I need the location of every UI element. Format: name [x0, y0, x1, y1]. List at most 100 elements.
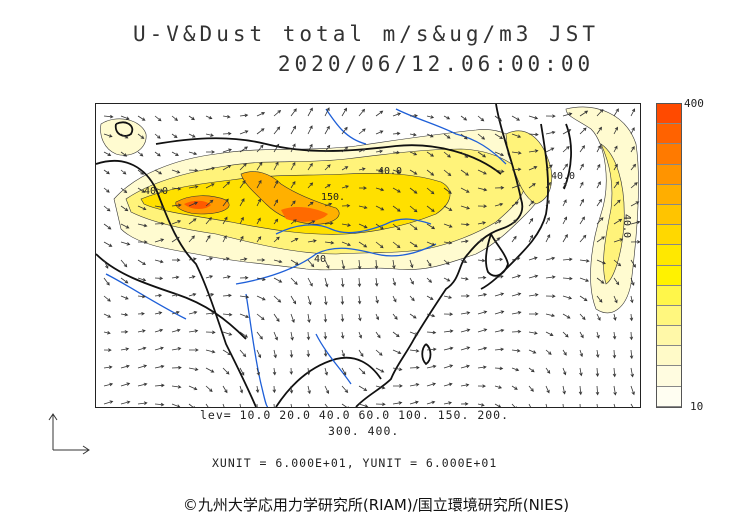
wind-arrow — [273, 143, 280, 153]
wind-arrow — [409, 205, 418, 213]
wind-arrow — [613, 403, 616, 407]
wind-arrow — [273, 277, 283, 283]
wind-arrow — [290, 125, 296, 135]
colorbar-segment — [657, 164, 681, 185]
wind-arrow — [222, 312, 233, 317]
wind-arrow — [324, 240, 335, 245]
wind-arrow — [358, 223, 368, 229]
contour-label: 150. — [321, 192, 345, 203]
wind-arrow — [392, 241, 401, 249]
wind-arrow — [154, 205, 165, 209]
wind-arrow — [374, 259, 379, 270]
wind-arrow — [545, 130, 556, 135]
wind-arrow — [596, 217, 604, 225]
wind-arrow — [239, 113, 249, 118]
wind-arrow — [205, 133, 214, 137]
wind-arrow — [205, 183, 215, 189]
wind-arrow — [595, 367, 600, 377]
wind-arrow — [494, 328, 505, 333]
wind-arrow — [409, 295, 415, 302]
wind-arrow — [511, 348, 521, 353]
wind-arrow — [630, 385, 635, 396]
wind-arrow — [562, 257, 573, 262]
river-mekong — [245, 293, 269, 407]
wind-arrow — [629, 349, 634, 360]
wind-arrow — [562, 349, 567, 356]
wind-arrow — [545, 164, 553, 171]
wind-arrow — [120, 295, 129, 300]
wind-arrow — [392, 331, 400, 338]
colorbar-segment — [657, 184, 681, 205]
wind-arrow — [290, 180, 296, 189]
wind-arrow — [477, 365, 487, 369]
wind-arrow — [375, 313, 380, 321]
wind-arrow — [562, 163, 569, 171]
wind-arrow — [358, 148, 366, 153]
wind-arrow — [426, 295, 434, 300]
wind-arrow — [290, 277, 298, 285]
wind-arrow — [120, 223, 130, 229]
wind-arrow — [409, 241, 418, 248]
wind-arrow — [562, 331, 569, 338]
copyright-credit: ©九州大学応用力学研究所(RIAM)/国立環境研究所(NIES) — [182, 496, 570, 514]
wind-arrow — [562, 199, 567, 207]
wind-arrow — [256, 198, 261, 207]
wind-arrow — [103, 295, 111, 302]
wind-arrow — [443, 295, 453, 299]
river-amur — [395, 108, 507, 165]
wind-arrow — [562, 129, 572, 135]
wind-arrow — [323, 349, 328, 357]
wind-arrow — [477, 346, 488, 351]
wind-arrow — [477, 328, 488, 333]
wind-arrow — [409, 382, 420, 387]
wind-arrow — [392, 367, 403, 371]
wind-arrow — [392, 295, 397, 303]
border-lake — [114, 121, 134, 137]
wind-arrow — [205, 216, 212, 225]
wind-arrow — [205, 275, 214, 279]
wind-arrow — [443, 133, 451, 139]
wind-arrow — [443, 346, 454, 351]
wind-arrow — [324, 403, 328, 407]
x-arrow — [53, 445, 90, 455]
wind-arrow — [239, 313, 250, 319]
wind-arrow — [545, 403, 548, 407]
wind-arrow — [188, 275, 196, 279]
wind-arrow — [545, 313, 556, 318]
wind-arrow — [528, 217, 534, 225]
wind-arrow — [324, 144, 331, 153]
dust-ne-patch — [505, 130, 552, 205]
wind-arrow — [103, 114, 114, 119]
wind-arrow — [273, 349, 277, 359]
wind-arrow — [579, 110, 589, 117]
wind-arrow — [460, 169, 469, 176]
wind-arrow — [375, 110, 384, 117]
wind-arrow — [596, 145, 601, 153]
wind-arrow — [409, 223, 418, 231]
wind-arrow — [358, 128, 366, 135]
wind-arrow — [545, 349, 552, 355]
wind-arrow — [443, 223, 453, 228]
wind-arrow — [392, 384, 403, 388]
wind-arrow — [562, 313, 571, 319]
wind-arrow — [103, 187, 110, 193]
wind-arrow — [426, 259, 432, 267]
wind-arrow — [341, 107, 347, 117]
colorbar-min-label: 10 — [690, 400, 704, 413]
wind-arrow — [120, 205, 129, 212]
wind-arrow — [477, 293, 488, 297]
wind-arrow — [579, 367, 583, 377]
wind-arrow — [171, 310, 180, 315]
wind-arrow — [477, 133, 486, 140]
river-north — [325, 108, 367, 145]
wind-arrow — [494, 403, 501, 407]
map-title: U-V&Dust total m/s&ug/m3 JST — [132, 22, 599, 46]
wind-arrow — [511, 403, 517, 407]
wind-arrow — [273, 259, 283, 264]
dust-ocean-outer — [565, 106, 639, 314]
wind-arrow — [528, 115, 539, 120]
wind-arrow — [171, 365, 182, 370]
wind-arrow — [188, 348, 199, 352]
wind-arrow — [188, 115, 195, 121]
colorbar-segment — [657, 285, 681, 306]
